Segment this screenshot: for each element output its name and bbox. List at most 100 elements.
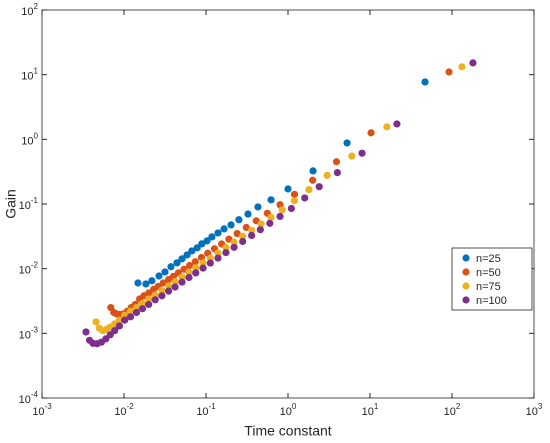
point <box>126 313 135 321</box>
tick-base: 10 <box>196 406 208 418</box>
tick-base: 10 <box>19 394 31 406</box>
point <box>358 149 366 157</box>
point <box>132 308 141 317</box>
point <box>134 279 142 287</box>
point <box>248 231 256 240</box>
point <box>145 300 153 309</box>
point <box>145 295 153 303</box>
point <box>173 259 181 267</box>
point <box>267 196 275 204</box>
tick-base: 10 <box>19 329 31 341</box>
point <box>214 254 222 262</box>
point <box>126 307 135 315</box>
point <box>158 286 166 295</box>
point <box>178 273 186 281</box>
point <box>214 229 222 237</box>
point <box>148 277 156 285</box>
tick-label: 10-3 <box>32 402 52 418</box>
tick-base: 10 <box>19 265 31 277</box>
point <box>227 221 235 229</box>
point <box>230 243 238 251</box>
tick-label: 10-2 <box>19 261 39 277</box>
point <box>220 225 228 233</box>
tick-exponent: -1 <box>31 196 39 205</box>
point <box>161 268 169 276</box>
tick-exponent: -2 <box>127 402 135 411</box>
tick-exponent: -3 <box>45 402 53 411</box>
tick-label: 10-1 <box>196 402 216 418</box>
point <box>332 158 341 166</box>
point <box>239 237 247 246</box>
tick-label: 102 <box>21 2 38 18</box>
point <box>188 247 196 255</box>
point <box>276 212 284 221</box>
point <box>305 185 313 194</box>
point <box>178 278 186 286</box>
point <box>183 251 191 259</box>
point <box>82 328 90 336</box>
point <box>193 244 201 252</box>
point <box>171 278 179 286</box>
point <box>185 273 193 282</box>
point <box>315 183 323 191</box>
legend-label: n=25 <box>476 253 501 265</box>
point <box>167 263 175 271</box>
point <box>198 240 206 248</box>
tick-exponent: 0 <box>292 402 297 411</box>
tick-exponent: -4 <box>31 390 39 399</box>
point <box>159 279 167 287</box>
tick-exponent: -1 <box>209 402 217 411</box>
point <box>278 206 286 214</box>
point <box>199 264 207 272</box>
legend-label: n=100 <box>476 295 507 307</box>
tick-exponent: 1 <box>34 67 39 76</box>
point <box>178 255 186 263</box>
tick-label: 101 <box>21 67 38 83</box>
point <box>367 129 375 137</box>
tick-base: 10 <box>21 135 33 147</box>
point <box>85 336 94 344</box>
point <box>267 213 275 221</box>
tick-label: 10-3 <box>19 325 39 341</box>
point <box>214 249 222 257</box>
point <box>301 194 309 202</box>
tick-label: 100 <box>280 402 297 418</box>
point <box>107 303 115 312</box>
tick-base: 10 <box>19 200 31 212</box>
point <box>138 305 147 313</box>
legend-marker <box>462 254 470 262</box>
point <box>230 238 238 246</box>
point <box>309 167 317 175</box>
plot-area <box>42 10 534 398</box>
point <box>421 78 429 86</box>
legend-label: n=75 <box>476 281 501 293</box>
point <box>256 226 264 234</box>
point <box>208 233 216 241</box>
point <box>445 68 453 76</box>
point <box>121 316 129 324</box>
tick-base: 10 <box>362 406 374 418</box>
point <box>393 120 401 128</box>
tick-label: 103 <box>526 402 543 418</box>
point <box>165 275 173 284</box>
tick-base: 10 <box>21 6 33 18</box>
point <box>151 296 159 304</box>
point <box>191 258 199 266</box>
tick-base: 10 <box>114 406 126 418</box>
tick-base: 10 <box>526 406 538 418</box>
point <box>222 243 230 252</box>
legend-marker <box>462 268 470 276</box>
point <box>165 282 173 290</box>
legend-marker <box>462 296 470 304</box>
point <box>95 324 103 332</box>
point <box>206 259 214 267</box>
point <box>158 292 166 300</box>
point <box>333 168 341 177</box>
point <box>150 285 158 293</box>
point <box>192 264 200 272</box>
point <box>343 139 351 147</box>
point <box>142 280 150 288</box>
legend-label: n=50 <box>476 267 501 279</box>
tick-label: 102 <box>444 402 461 418</box>
